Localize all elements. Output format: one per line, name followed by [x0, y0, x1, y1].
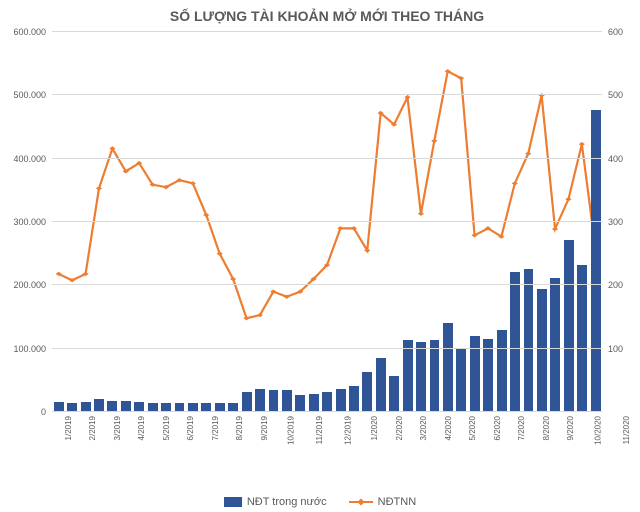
- bar: [443, 323, 453, 412]
- bar: [242, 392, 252, 412]
- bar: [577, 265, 587, 412]
- x-tick-label: 12/2019: [344, 416, 353, 445]
- bar: [497, 330, 507, 412]
- y-left-tick: 600.000: [6, 27, 52, 37]
- legend-label-bar: NĐT trong nước: [247, 496, 327, 508]
- bar: [483, 339, 493, 412]
- x-tick-label: 7/2019: [211, 416, 220, 440]
- x-tick-label: 4/2019: [138, 416, 147, 440]
- x-tick-label: 4/2020: [444, 416, 453, 440]
- bar: [524, 269, 534, 412]
- x-tick-label: 10/2019: [287, 416, 296, 445]
- bar: [336, 389, 346, 412]
- bar: [403, 340, 413, 412]
- y-right-tick: 400: [602, 154, 634, 164]
- bar: [309, 394, 319, 412]
- y-left-tick: 300.000: [6, 217, 52, 227]
- y-left-tick: 100.000: [6, 344, 52, 354]
- bar: [269, 390, 279, 412]
- chart-title: SỐ LƯỢNG TÀI KHOẢN MỞ MỚI THEO THÁNG: [52, 8, 602, 24]
- y-left-tick: 200.000: [6, 280, 52, 290]
- bar: [282, 390, 292, 412]
- bar: [295, 395, 305, 412]
- bar: [550, 278, 560, 412]
- y-right-tick: 600: [602, 27, 634, 37]
- bar: [322, 392, 332, 412]
- bar: [349, 386, 359, 412]
- x-tick-label: 8/2020: [542, 416, 551, 440]
- x-tick-label: 3/2019: [113, 416, 122, 440]
- bar: [416, 342, 426, 412]
- line-swatch: [349, 497, 373, 507]
- x-tick-label: 5/2019: [162, 416, 171, 440]
- x-tick-label: 2/2020: [395, 416, 404, 440]
- x-tick-label: 5/2020: [469, 416, 478, 440]
- plot-area: 1/20192/20193/20194/20195/20196/20197/20…: [52, 32, 602, 412]
- x-tick-label: 9/2019: [260, 416, 269, 440]
- y-right-tick: 100: [602, 344, 634, 354]
- bar-swatch: [224, 497, 242, 507]
- bar: [456, 348, 466, 412]
- bar: [564, 240, 574, 412]
- bar: [430, 340, 440, 412]
- y-left-tick: 500.000: [6, 90, 52, 100]
- bar: [362, 372, 372, 412]
- bar: [510, 272, 520, 412]
- x-tick-label: 11/2019: [315, 416, 324, 444]
- bar: [255, 389, 265, 412]
- x-tick-label: 6/2020: [493, 416, 502, 440]
- y-right-tick: 200: [602, 280, 634, 290]
- legend-item-line: NĐTNN: [349, 496, 417, 508]
- bar: [537, 289, 547, 413]
- bar: [591, 110, 601, 412]
- x-tick-label: 9/2020: [566, 416, 575, 440]
- bar: [389, 376, 399, 412]
- x-axis-labels: 1/20192/20193/20194/20195/20196/20197/20…: [52, 412, 602, 425]
- x-tick-label: 1/2020: [371, 416, 380, 440]
- x-tick-label: 8/2019: [236, 416, 245, 440]
- chart-container: SỐ LƯỢNG TÀI KHOẢN MỞ MỚI THEO THÁNG 1/2…: [0, 0, 640, 512]
- x-tick-label: 2/2019: [89, 416, 98, 440]
- x-tick-label: 10/2020: [593, 416, 602, 445]
- y-right-tick: 300: [602, 217, 634, 227]
- x-tick-label: 6/2019: [187, 416, 196, 440]
- bar: [376, 358, 386, 412]
- legend-item-bar: NĐT trong nước: [224, 496, 327, 508]
- x-tick-label: 7/2020: [517, 416, 526, 440]
- y-left-tick: 400.000: [6, 154, 52, 164]
- x-tick-label: 1/2019: [64, 416, 73, 440]
- bar-series: [52, 32, 602, 412]
- legend: NĐT trong nước NĐTNN: [0, 496, 640, 508]
- y-left-tick: 0: [6, 407, 52, 417]
- x-tick-label: 11/2020: [622, 416, 631, 444]
- y-right-tick: 500: [602, 90, 634, 100]
- legend-label-line: NĐTNN: [378, 496, 417, 508]
- x-tick-label: 3/2020: [420, 416, 429, 440]
